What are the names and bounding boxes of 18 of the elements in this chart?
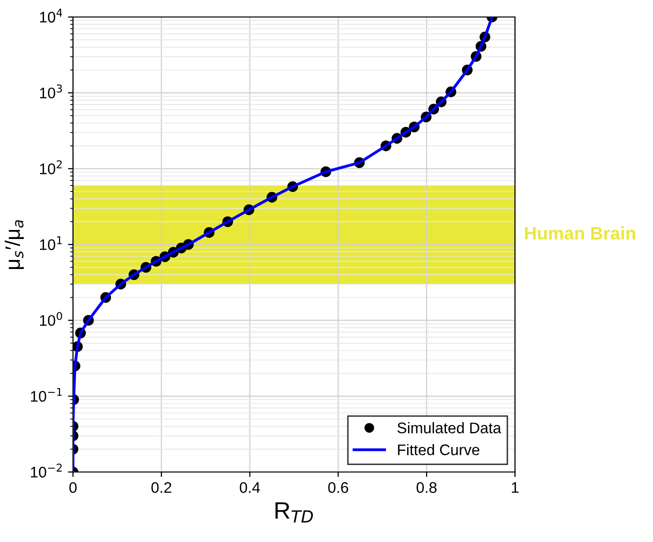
x-tick-label: 0.6 (328, 482, 348, 493)
legend-label: Simulated Data (397, 422, 502, 434)
y-tick-label: 10$^{4}$ (40, 8, 62, 23)
y-tick-label: 10$^{−2}$ (30, 464, 62, 478)
y-tick-label: 10$^{1}$ (40, 236, 62, 250)
x-axis-title: R$_{TD}$ (276, 502, 313, 522)
y-tick-label: 10$^{0}$ (40, 312, 62, 326)
x-tick-label: 0.8 (416, 482, 437, 493)
x-tick-label: 0.2 (151, 482, 172, 493)
y-tick-label: 10$^{3}$ (40, 84, 62, 98)
legend-label: Fitted Curve (398, 444, 480, 456)
x-tick-label: 0 (69, 482, 77, 493)
y-axis-title: μ$_{s}$′/μ$_{a}$ (4, 220, 24, 270)
y-tick-label: 10$^{−1}$ (30, 388, 62, 402)
band-label: Human Brain (525, 226, 636, 240)
x-tick-label: 0.4 (240, 482, 260, 493)
x-tick-label: 1 (512, 482, 519, 493)
y-tick-label: 10$^{2}$ (40, 160, 62, 174)
